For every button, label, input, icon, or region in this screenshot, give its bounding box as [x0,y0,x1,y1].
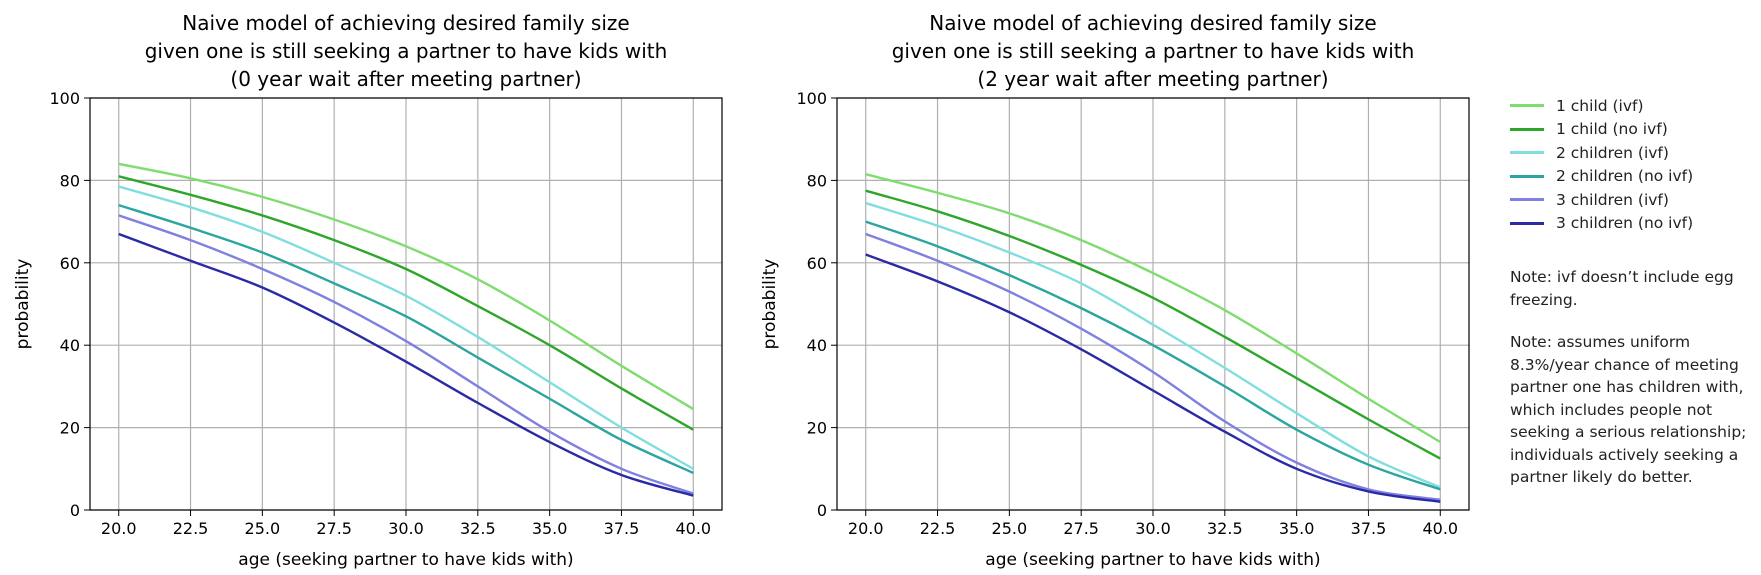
legend-swatch [1510,221,1544,225]
y-tick-label: 80 [807,171,827,190]
chart-title-line: Naive model of achieving desired family … [182,11,629,35]
series-line [865,173,1441,444]
y-tick-label: 80 [60,171,80,190]
series-line [865,201,1441,489]
series-line [118,203,694,475]
x-tick-label: 27.5 [1063,519,1099,538]
x-tick-label: 22.5 [173,519,209,538]
note-ivf: Note: ivf doesn’t include egg freezing. [1510,268,1734,309]
series-line [118,175,694,431]
legend-label: 1 child (no ivf) [1556,120,1668,139]
legend: 1 child (ivf) 1 child (no ivf) 2 childre… [1510,94,1750,235]
x-tick-label: 25.0 [245,519,281,538]
series-line [865,189,1441,460]
series-line [118,214,694,495]
x-tick-label: 20.0 [848,519,884,538]
legend-swatch [1510,198,1544,202]
legend-item: 3 children (ivf) [1510,188,1750,212]
y-tick-label: 100 [49,89,80,108]
chart-panel-2: 20.0 22.5 25.0 27.5 30.0 32.5 35.0 37.5 40.0 0 20 4… [760,11,1470,570]
x-tick-label: 40.0 [675,519,711,538]
note-assumptions: Note: assumes uniform 8.3%/year chance o… [1510,333,1747,486]
x-tick-label: 22.5 [920,519,956,538]
y-tick-label: 60 [807,254,827,273]
x-tick-label: 30.0 [1135,519,1171,538]
x-axis-label: age (seeking partner to have kids with) [985,550,1320,570]
chart-title-line: (2 year wait after meeting partner) [977,67,1328,91]
legend-label: 3 children (ivf) [1556,190,1669,209]
x-tick-label: 20.0 [101,519,137,538]
legend-item: 3 children (no ivf) [1510,212,1750,236]
y-tick-label: 0 [817,501,827,520]
x-tick-label: 35.0 [1279,519,1315,538]
chart-title-line: Naive model of achieving desired family … [929,11,1376,35]
series-line [865,220,1441,491]
chart-panel-1: 20.0 22.5 25.0 27.5 30.0 32.5 35.0 37.5 40.0 0 20 4… [13,11,723,570]
x-tick-label: 25.0 [992,519,1028,538]
legend-label: 2 children (ivf) [1556,143,1669,162]
legend-swatch [1510,127,1544,131]
series-line [118,232,694,497]
series-line [118,185,694,470]
legend-label: 2 children (no ivf) [1556,167,1694,186]
y-axis-label: probability [760,259,780,350]
y-tick-label: 40 [807,336,827,355]
y-axis-label: probability [13,259,33,350]
legend-item: 1 child (no ivf) [1510,118,1750,142]
x-tick-label: 27.5 [316,519,352,538]
legend-label: 1 child (ivf) [1556,96,1644,115]
y-tick-label: 20 [807,419,827,438]
series-line [865,232,1441,501]
series-line [118,162,694,411]
y-tick-label: 20 [60,419,80,438]
y-tick-label: 40 [60,336,80,355]
x-tick-label: 37.5 [1351,519,1387,538]
chart-title-line: given one is still seeking a partner to … [145,39,668,63]
chart-title-line: (0 year wait after meeting partner) [230,67,581,91]
legend-swatch [1510,151,1544,155]
x-axis-label: age (seeking partner to have kids with) [238,550,573,570]
x-tick-label: 30.0 [388,519,424,538]
chart-title-line: given one is still seeking a partner to … [892,39,1415,63]
x-tick-label: 40.0 [1422,519,1458,538]
x-tick-label: 32.5 [460,519,496,538]
legend-item: 2 children (no ivf) [1510,165,1750,189]
legend-swatch [1510,174,1544,178]
x-tick-label: 35.0 [532,519,568,538]
legend-label: 3 children (no ivf) [1556,214,1694,233]
legend-item: 2 children (ivf) [1510,141,1750,165]
legend-swatch [1510,104,1544,108]
y-tick-label: 100 [796,89,827,108]
y-tick-label: 60 [60,254,80,273]
x-tick-label: 37.5 [604,519,640,538]
series-line [865,253,1441,503]
y-tick-label: 0 [70,501,80,520]
x-tick-label: 32.5 [1207,519,1243,538]
legend-item: 1 child (ivf) [1510,94,1750,118]
